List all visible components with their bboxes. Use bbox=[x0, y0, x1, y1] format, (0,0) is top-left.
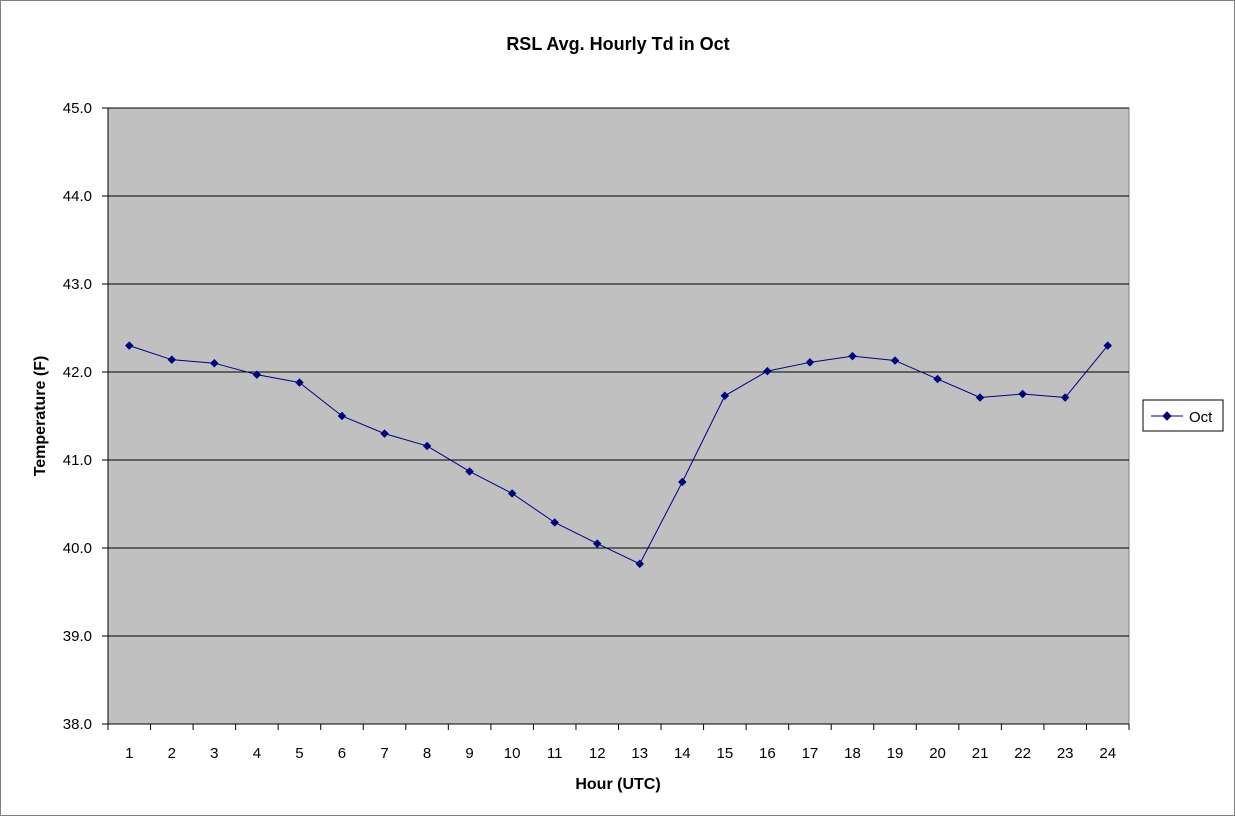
data-point-hour-13 bbox=[635, 559, 645, 569]
y-tick-label-38.0: 38.0 bbox=[63, 716, 92, 733]
axes bbox=[107, 108, 1130, 730]
x-tick-label-2: 2 bbox=[168, 745, 176, 762]
data-point-hour-4 bbox=[252, 370, 262, 379]
x-tick-label-18: 18 bbox=[844, 745, 861, 762]
x-tick-label-17: 17 bbox=[802, 745, 819, 762]
y-tick-labels: 38.0 39.0 40.0 41.0 42.0 43.0 44.0 45.0 bbox=[63, 100, 92, 733]
data-point-hour-10 bbox=[507, 489, 517, 498]
legend: Oct bbox=[1142, 399, 1224, 432]
x-tick-label-3: 3 bbox=[210, 745, 218, 762]
legend-entry-oct: Oct bbox=[1189, 409, 1213, 426]
x-tick-label-20: 20 bbox=[929, 745, 946, 762]
x-tick-label-13: 13 bbox=[631, 745, 648, 762]
data-point-hour-1 bbox=[124, 341, 134, 350]
y-tick-label-44.0: 44.0 bbox=[63, 188, 92, 205]
x-tick-labels: 1 2 3 4 5 6 7 8 9 10 11 12 13 14 15 16 17 18 19 20 21 22 23 24 bbox=[125, 745, 1116, 762]
data-point-hour-16 bbox=[763, 366, 772, 376]
data-point-hour-19 bbox=[890, 356, 900, 365]
data-point-hour-12 bbox=[592, 539, 602, 548]
x-tick-label-12: 12 bbox=[589, 745, 606, 762]
x-tick-label-7: 7 bbox=[380, 745, 388, 762]
y-tick-label-39.0: 39.0 bbox=[63, 628, 92, 645]
x-tick-label-22: 22 bbox=[1014, 745, 1031, 762]
data-point-hour-3 bbox=[210, 358, 219, 368]
data-point-hour-8 bbox=[422, 441, 432, 451]
x-tick-label-10: 10 bbox=[504, 745, 521, 762]
data-point-hour-9 bbox=[465, 467, 474, 476]
data-point-hour-2 bbox=[167, 355, 177, 365]
legend-marker-diamond-icon bbox=[1162, 411, 1172, 421]
data-point-hour-20 bbox=[933, 374, 942, 384]
data-point-hour-14 bbox=[677, 477, 687, 487]
data-point-hour-23 bbox=[1060, 393, 1070, 402]
x-tick-label-19: 19 bbox=[887, 745, 904, 762]
data-point-hour-5 bbox=[295, 378, 304, 387]
x-tick-label-23: 23 bbox=[1057, 745, 1074, 762]
gridlines bbox=[102, 107, 1129, 725]
data-point-hour-7 bbox=[380, 429, 389, 438]
x-tick-label-11: 11 bbox=[547, 745, 563, 762]
data-point-hour-15 bbox=[720, 391, 730, 401]
series-line-oct bbox=[129, 345, 1109, 565]
y-tick-label-42.0: 42.0 bbox=[63, 364, 92, 381]
y-tick-label-43.0: 43.0 bbox=[63, 276, 92, 293]
x-tick-label-6: 6 bbox=[338, 745, 346, 762]
y-axis-title: Temperature (F) bbox=[32, 356, 49, 477]
x-tick-label-9: 9 bbox=[465, 745, 473, 762]
x-tick-label-8: 8 bbox=[423, 745, 431, 762]
data-point-hour-22 bbox=[1018, 389, 1028, 399]
data-point-hour-24 bbox=[1103, 341, 1113, 350]
chart-title: RSL Avg. Hourly Td in Oct bbox=[506, 34, 729, 54]
x-tick-label-15: 15 bbox=[717, 745, 734, 762]
data-point-hour-17 bbox=[805, 357, 815, 367]
y-tick-label-41.0: 41.0 bbox=[63, 452, 92, 469]
x-tick-label-5: 5 bbox=[295, 745, 303, 762]
data-point-hour-6 bbox=[337, 411, 347, 421]
y-tick-label-45.0: 45.0 bbox=[63, 100, 92, 117]
x-tick-label-4: 4 bbox=[253, 745, 261, 762]
x-tick-label-24: 24 bbox=[1099, 745, 1116, 762]
data-point-hour-18 bbox=[848, 351, 857, 361]
plot-area bbox=[107, 107, 1130, 725]
x-tick-label-16: 16 bbox=[759, 745, 776, 762]
series-oct bbox=[124, 341, 1113, 569]
data-point-hour-11 bbox=[550, 518, 560, 527]
x-tick-label-1: 1 bbox=[125, 745, 133, 762]
data-point-hour-21 bbox=[975, 393, 985, 402]
y-tick-label-40.0: 40.0 bbox=[63, 540, 92, 557]
x-axis-title: Hour (UTC) bbox=[575, 776, 660, 793]
x-tick-label-14: 14 bbox=[674, 745, 691, 762]
x-tick-label-21: 21 bbox=[972, 745, 989, 762]
